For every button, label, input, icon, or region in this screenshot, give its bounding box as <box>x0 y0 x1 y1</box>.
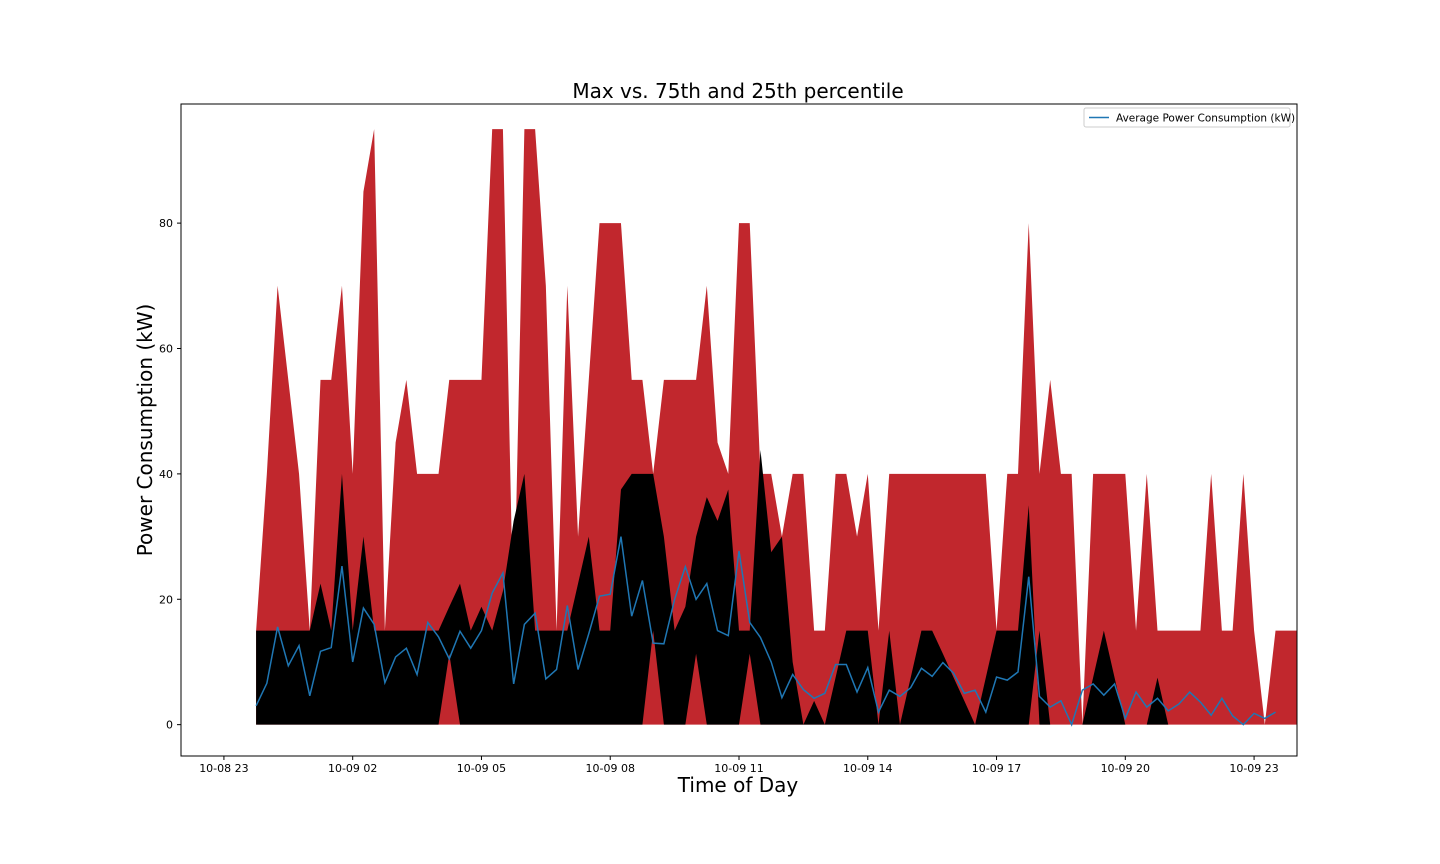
x-axis: 10-08 23 10-09 02 10-09 05 10-09 08 10-09 11… <box>199 756 1279 775</box>
x-tick-label: 10-09 23 <box>1229 762 1278 775</box>
y-tick-label: 40 <box>159 468 173 481</box>
plot-area <box>255 129 1298 727</box>
x-tick-label: 10-09 11 <box>714 762 763 775</box>
x-axis-label: Time of Day <box>677 773 799 797</box>
percentile-band <box>256 450 1298 725</box>
x-tick-label: 10-08 23 <box>199 762 248 775</box>
y-axis: 0 20 40 60 80 <box>159 217 181 732</box>
x-tick-label: 10-09 02 <box>328 762 377 775</box>
x-tick-label: 10-09 20 <box>1101 762 1150 775</box>
x-tick-label: 10-09 08 <box>585 762 634 775</box>
legend: Average Power Consumption (kW) <box>1083 107 1295 128</box>
y-tick-label: 80 <box>159 217 173 230</box>
y-tick-label: 20 <box>159 593 173 606</box>
average-line <box>255 536 1276 727</box>
y-axis-label: Power Consumption (kW) <box>133 304 157 557</box>
x-tick-label: 10-09 17 <box>972 762 1021 775</box>
chart-title: Max vs. 75th and 25th percentile <box>572 79 903 103</box>
legend-box <box>1083 107 1291 128</box>
x-tick-label: 10-09 05 <box>457 762 506 775</box>
y-tick-label: 60 <box>159 343 173 356</box>
x-tick-label: 10-09 14 <box>843 762 892 775</box>
legend-entry-average: Average Power Consumption (kW) <box>1116 113 1295 125</box>
y-tick-label: 0 <box>166 719 173 732</box>
